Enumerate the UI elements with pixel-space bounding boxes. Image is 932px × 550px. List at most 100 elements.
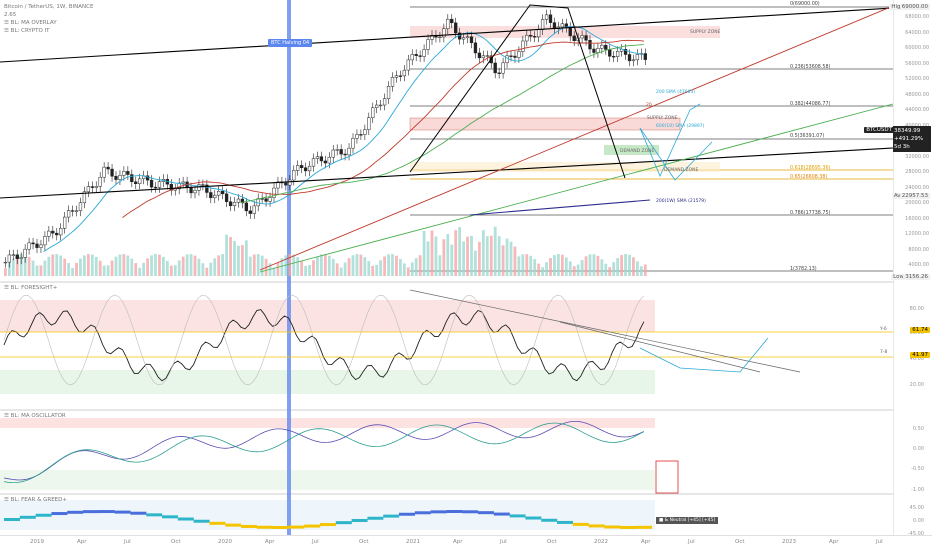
osc-value-b: 41.97	[910, 352, 930, 358]
fear-greed-step	[272, 525, 289, 529]
price-tick: 56000.00	[905, 60, 929, 67]
fib-0786: 0.786(17738.75)	[790, 211, 831, 216]
volume-bar	[608, 267, 612, 276]
fear-greed-title[interactable]: ☰ BL: FEAR & GREED+	[4, 497, 68, 503]
candle-body	[307, 165, 312, 172]
candle-body	[130, 174, 134, 183]
volume-bar	[19, 254, 23, 276]
volume-bar	[450, 244, 454, 276]
sma-600-label: 600(10) SMA (29897)	[656, 124, 705, 129]
price-tick: 40000.00	[905, 123, 929, 129]
candle-body	[284, 182, 288, 186]
fear-greed-step	[4, 518, 20, 521]
fear-greed-step	[509, 514, 526, 518]
ma-oscillator-title[interactable]: ☰ BL: MA OSCILLATOR	[4, 413, 66, 419]
volume-bar	[446, 234, 450, 276]
current-symbol: BTCUSDT	[864, 127, 894, 133]
fear-greed-step	[367, 516, 384, 520]
fear-greed-step	[225, 523, 242, 527]
fear-greed-step	[241, 524, 257, 528]
candle-body	[252, 205, 256, 214]
volume-bar	[387, 254, 390, 276]
candle-body	[386, 86, 391, 99]
candle-body	[240, 198, 245, 204]
candle-body	[517, 51, 521, 58]
fib-0: 0(69000.00)	[790, 2, 820, 7]
volume-bar	[391, 254, 394, 276]
candle-body	[213, 194, 217, 199]
volume-bar	[517, 256, 521, 276]
volume-bar	[572, 266, 576, 276]
candle-body	[55, 232, 59, 236]
fear-greed-step	[83, 510, 99, 514]
volume-bar	[323, 254, 327, 276]
foresight-cycle-line	[3, 294, 645, 386]
candle-body	[623, 48, 628, 55]
indicator-ma-overlay[interactable]: ☰ BL: MA OVERLAY	[4, 20, 57, 26]
candle-body	[442, 28, 446, 38]
volume-bar	[422, 230, 426, 276]
indicator-crypto-it[interactable]: ☰ BL: CRYPTO IT	[4, 28, 50, 34]
volume-bar	[371, 265, 375, 276]
volume-bar	[83, 255, 86, 276]
candle-body	[232, 201, 237, 207]
ma-osc-upper-zone	[0, 418, 655, 428]
candle-body	[450, 18, 454, 24]
fear-greed-step	[35, 513, 52, 517]
candle-body	[31, 242, 35, 245]
supply-zone-mid	[409, 117, 681, 131]
volume-bar	[359, 254, 363, 276]
volume-bar	[98, 260, 102, 276]
candle-body	[359, 134, 363, 136]
candle-body	[118, 175, 122, 180]
fear-greed-step	[557, 520, 573, 524]
volume-bar	[612, 262, 616, 276]
fear-greed-step	[67, 510, 84, 514]
time-tick: Oct	[171, 539, 181, 545]
volume-bar	[146, 258, 149, 276]
volume-bar	[355, 254, 359, 276]
fear-greed-step	[399, 512, 415, 516]
candle-body	[189, 187, 193, 194]
fear-greed-step	[114, 510, 131, 514]
candle-body	[521, 40, 525, 52]
volume-bar	[557, 254, 560, 276]
candle-body	[288, 179, 292, 186]
volume-bar	[173, 265, 177, 276]
volume-bar	[102, 265, 106, 276]
candle-body	[410, 54, 414, 61]
volume-bar	[402, 263, 406, 276]
time-tick: Jul	[688, 539, 695, 545]
foresight-title[interactable]: ☰ BL: FORESIGHT+	[4, 285, 58, 291]
osc-tag-b: 7-8	[880, 350, 888, 355]
sma-200w-label: 200(1W) SMA (21579)	[656, 199, 706, 204]
price-axis[interactable]: 68000.00 64000.00 60000.00 56000.00 52000.00…	[893, 0, 932, 537]
candle-body	[43, 236, 47, 246]
candle-body	[224, 193, 229, 202]
price-tick: 60000.00	[905, 45, 929, 51]
osc-projection	[639, 337, 769, 373]
candle-body	[394, 75, 399, 78]
candle-body	[375, 104, 379, 108]
pane-tick: -0.50	[911, 466, 924, 472]
volume-bar	[165, 260, 169, 276]
candle-body	[126, 171, 130, 175]
candle-body	[501, 62, 505, 74]
candle-body	[438, 36, 442, 38]
candle-body	[592, 48, 596, 53]
price-tick: 20000.00	[905, 200, 929, 206]
value-line: 2.65	[4, 12, 17, 18]
volume-bar	[308, 265, 311, 276]
volume-bar	[628, 254, 631, 276]
time-axis[interactable]: 2019 Apr Jul Oct 2020 Apr Jul Oct 2021 Apr Jul Oct 2…	[0, 535, 932, 550]
volume-bar	[604, 263, 608, 276]
time-tick: Jul	[876, 539, 883, 545]
fear-greed-step	[493, 512, 510, 516]
volume-bar	[162, 256, 165, 276]
volume-bar	[150, 255, 153, 276]
volume-bar	[90, 254, 94, 276]
price-tick: 16000.00	[905, 215, 929, 222]
volume-bar	[280, 258, 284, 276]
candle-body	[98, 176, 102, 187]
